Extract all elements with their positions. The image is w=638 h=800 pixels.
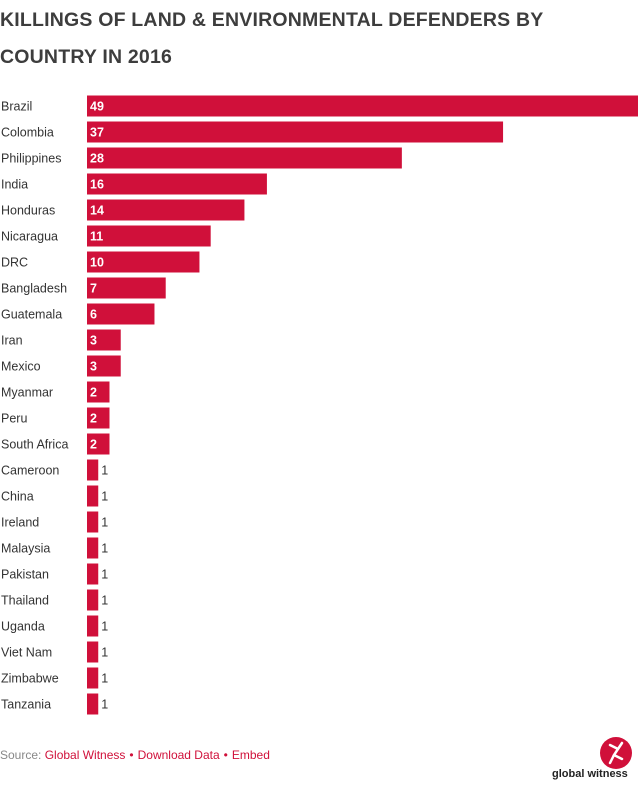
bar	[87, 407, 110, 429]
bar	[87, 95, 638, 117]
value-label: 37	[90, 125, 104, 139]
value-label: 1	[101, 697, 108, 711]
category-label: Viet Nam	[1, 645, 52, 659]
bar	[87, 329, 121, 351]
bar	[87, 173, 267, 195]
bar	[87, 537, 99, 559]
category-label: Peru	[1, 411, 27, 425]
category-label: DRC	[1, 255, 28, 269]
bar	[87, 667, 99, 689]
bar	[87, 381, 110, 403]
value-label: 49	[90, 99, 104, 113]
category-label: Bangladesh	[1, 281, 67, 295]
bar	[87, 511, 99, 533]
bar	[87, 615, 99, 637]
category-label: Philippines	[1, 151, 61, 165]
value-label: 1	[101, 645, 108, 659]
bar	[87, 303, 155, 325]
category-label: Tanzania	[1, 697, 51, 711]
value-label: 3	[90, 359, 97, 373]
category-label: Zimbabwe	[1, 671, 59, 685]
separator: •	[223, 748, 228, 762]
value-label: 28	[90, 151, 104, 165]
value-label: 2	[90, 411, 97, 425]
value-label: 1	[101, 619, 108, 633]
category-label: Ireland	[1, 515, 39, 529]
bar	[87, 485, 99, 507]
category-label: Mexico	[1, 359, 41, 373]
category-label: Guatemala	[1, 307, 62, 321]
category-label: Thailand	[1, 593, 49, 607]
value-label: 2	[90, 437, 97, 451]
bar	[87, 199, 245, 221]
footer-link[interactable]: Download Data	[137, 748, 220, 762]
bar	[87, 641, 99, 663]
category-label: Brazil	[1, 99, 32, 113]
bar	[87, 121, 504, 143]
category-label: Cameroon	[1, 463, 59, 477]
value-label: 1	[101, 463, 108, 477]
category-label: Nicaragua	[1, 229, 58, 243]
category-label: Honduras	[1, 203, 55, 217]
category-label: Myanmar	[1, 385, 53, 399]
bar	[87, 459, 99, 481]
bar	[87, 277, 166, 299]
bar	[87, 589, 99, 611]
footer-link[interactable]: Embed	[231, 748, 270, 762]
category-label: China	[1, 489, 34, 503]
value-label: 16	[90, 177, 104, 191]
value-label: 7	[90, 281, 97, 295]
value-label: 2	[90, 385, 97, 399]
value-label: 14	[90, 203, 104, 217]
bar	[87, 693, 99, 715]
footer-link[interactable]: Global Witness	[44, 748, 126, 762]
value-label: 1	[101, 515, 108, 529]
value-label: 1	[101, 671, 108, 685]
category-label: South Africa	[1, 437, 68, 451]
value-label: 1	[101, 593, 108, 607]
category-label: Iran	[1, 333, 23, 347]
category-label: Pakistan	[1, 567, 49, 581]
value-label: 11	[90, 229, 103, 243]
category-label: Malaysia	[1, 541, 50, 555]
value-label: 1	[101, 489, 108, 503]
bar	[87, 147, 402, 169]
chart-title: KILLINGS OF LAND & ENVIRONMENTAL DEFENDE…	[0, 9, 544, 68]
logo-figure	[608, 741, 624, 765]
value-label: 1	[101, 541, 108, 555]
category-label: Uganda	[1, 619, 45, 633]
logo-text: global witness	[552, 768, 628, 780]
bar	[87, 355, 121, 377]
bar	[87, 563, 99, 585]
source-label: Source:	[0, 748, 42, 762]
bar	[87, 251, 200, 273]
footer: Source: Global Witness • Download Data • Emb…	[0, 748, 270, 762]
separator: •	[129, 748, 134, 762]
category-label: Colombia	[1, 125, 54, 139]
category-label: India	[1, 177, 28, 191]
value-label: 6	[90, 307, 97, 321]
value-label: 3	[90, 333, 97, 347]
value-label: 1	[101, 567, 108, 581]
bar	[87, 433, 110, 455]
logo	[600, 737, 632, 769]
value-label: 10	[90, 255, 104, 269]
bar	[87, 225, 211, 247]
